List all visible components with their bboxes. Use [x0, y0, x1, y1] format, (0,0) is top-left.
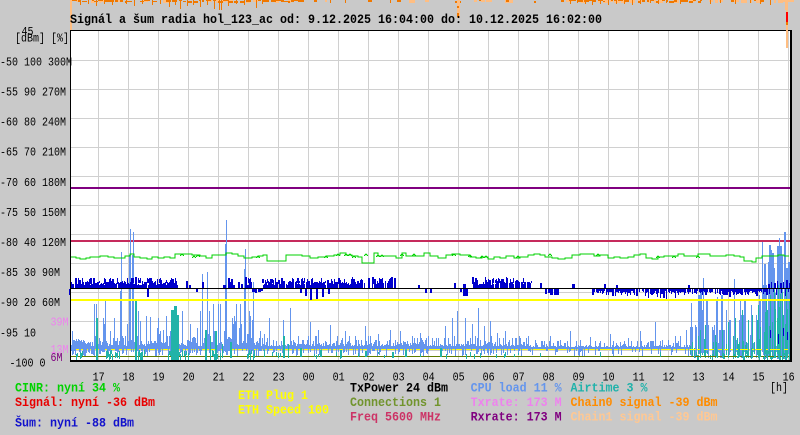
svg-text:23: 23	[273, 370, 285, 384]
svg-text:45: 45	[22, 25, 34, 39]
svg-text:01: 01	[333, 370, 345, 384]
svg-text:CPU load 11 %: CPU load 11 %	[471, 382, 562, 396]
svg-text:04: 04	[423, 370, 435, 384]
svg-text:Signál a šum radia hol_123_ac: Signál a šum radia hol_123_ac od: 9.12.2…	[70, 13, 602, 27]
svg-text:Rxrate: 173 M: Rxrate: 173 M	[471, 411, 562, 425]
svg-text:-75 50 150M: -75 50 150M	[0, 206, 66, 220]
svg-text:-70 60 180M: -70 60 180M	[0, 176, 66, 190]
svg-text:14: 14	[723, 370, 735, 384]
svg-text:10: 10	[603, 370, 615, 384]
svg-text:-65 70 210M: -65 70 210M	[0, 146, 66, 160]
svg-text:-55 90 270M: -55 90 270M	[0, 86, 66, 100]
svg-text:09: 09	[573, 370, 585, 384]
svg-text:39M: 39M	[51, 315, 69, 329]
svg-text:ETH Plug 1: ETH Plug 1	[238, 389, 308, 403]
svg-text:05: 05	[453, 370, 465, 384]
svg-text:18: 18	[123, 370, 135, 384]
svg-text:ETH Speed 100: ETH Speed 100	[238, 404, 329, 418]
svg-text:TxPower 24 dBm: TxPower 24 dBm	[350, 382, 448, 396]
svg-text:16: 16	[783, 370, 795, 384]
svg-text:Signál: nyní -36 dBm: Signál: nyní -36 dBm	[15, 396, 155, 410]
svg-text:-95 10: -95 10	[0, 326, 36, 340]
svg-text:-85 30 90M: -85 30 90M	[0, 266, 60, 280]
svg-text:02: 02	[363, 370, 375, 384]
svg-text:-60 80 240M: -60 80 240M	[0, 116, 66, 130]
svg-text:22: 22	[243, 370, 255, 384]
svg-text:-90 20 60M: -90 20 60M	[0, 296, 60, 310]
svg-text:[dBm] [%]: [dBm] [%]	[15, 32, 69, 46]
svg-text:-80 40 120M: -80 40 120M	[0, 236, 66, 250]
svg-text:13: 13	[693, 370, 705, 384]
svg-text:-100 0: -100 0	[10, 356, 46, 370]
svg-text:07: 07	[513, 370, 525, 384]
svg-text:08: 08	[543, 370, 555, 384]
svg-text:6M: 6M	[51, 351, 63, 365]
svg-text:[h]: [h]	[770, 381, 788, 395]
svg-text:00: 00	[303, 370, 315, 384]
svg-text:Chain1 signal -39 dBm: Chain1 signal -39 dBm	[571, 411, 718, 425]
svg-text:03: 03	[393, 370, 405, 384]
svg-text:Chain0 signal -39 dBm: Chain0 signal -39 dBm	[571, 396, 718, 410]
svg-text:Freq 5600 MHz: Freq 5600 MHz	[350, 411, 441, 425]
svg-text:06: 06	[483, 370, 495, 384]
svg-text:20: 20	[183, 370, 195, 384]
svg-text:-50 100 300M: -50 100 300M	[0, 55, 72, 69]
svg-text:11: 11	[633, 370, 645, 384]
svg-text:Connections 1: Connections 1	[350, 396, 441, 410]
svg-text:15: 15	[753, 370, 765, 384]
svg-text:Šum: nyní -88 dBm: Šum: nyní -88 dBm	[15, 416, 134, 431]
svg-text:Airtime 3 %: Airtime 3 %	[571, 382, 648, 396]
svg-text:17: 17	[93, 370, 105, 384]
svg-text:CINR: nyní 34 %: CINR: nyní 34 %	[15, 382, 120, 396]
svg-text:21: 21	[213, 370, 225, 384]
svg-text:Txrate: 173 M: Txrate: 173 M	[471, 396, 562, 410]
svg-text:12: 12	[663, 370, 675, 384]
svg-text:19: 19	[153, 370, 165, 384]
svg-text:13M: 13M	[51, 343, 69, 357]
